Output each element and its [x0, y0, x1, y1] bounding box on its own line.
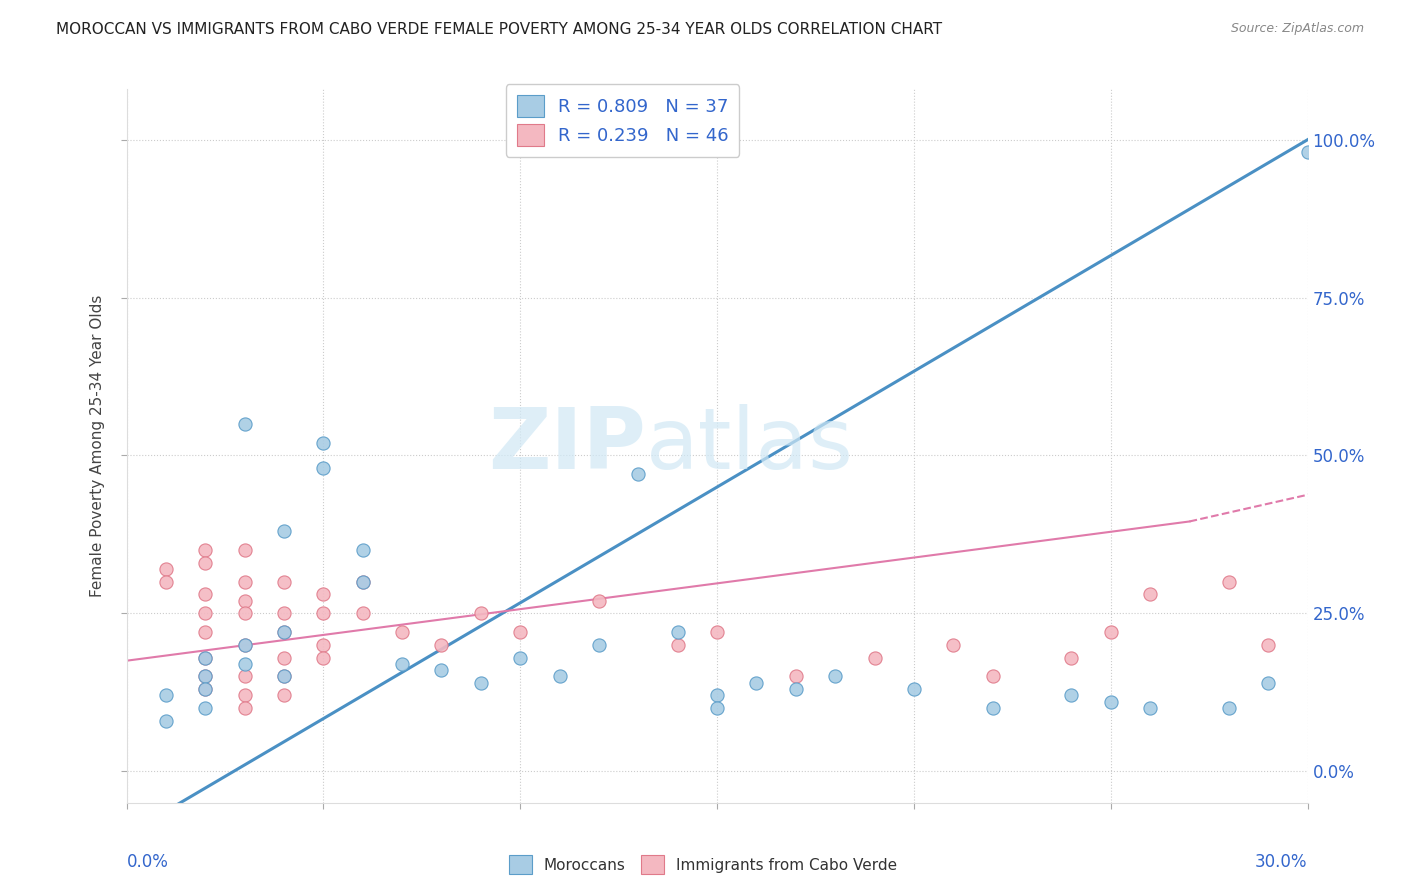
Point	[273, 524, 295, 539]
Point	[1296, 145, 1319, 160]
Point	[1218, 574, 1240, 589]
Point	[233, 638, 256, 652]
Point	[352, 574, 374, 589]
Point	[352, 543, 374, 558]
Point	[312, 587, 335, 601]
Point	[312, 607, 335, 621]
Point	[273, 669, 295, 683]
Point	[273, 689, 295, 703]
Point	[194, 669, 217, 683]
Point	[470, 675, 492, 690]
Point	[273, 574, 295, 589]
Point	[194, 607, 217, 621]
Point	[273, 669, 295, 683]
Point	[194, 543, 217, 558]
Point	[903, 682, 925, 697]
Point	[942, 638, 965, 652]
Point	[155, 689, 177, 703]
Point	[352, 574, 374, 589]
Point	[509, 625, 531, 640]
Point	[1139, 701, 1161, 715]
Point	[273, 625, 295, 640]
Text: atlas: atlas	[647, 404, 855, 488]
Point	[785, 669, 807, 683]
Text: 0.0%: 0.0%	[127, 853, 169, 871]
Point	[273, 650, 295, 665]
Point	[1060, 650, 1083, 665]
Point	[312, 435, 335, 450]
Point	[785, 682, 807, 697]
Point	[233, 607, 256, 621]
Text: MOROCCAN VS IMMIGRANTS FROM CABO VERDE FEMALE POVERTY AMONG 25-34 YEAR OLDS CORR: MOROCCAN VS IMMIGRANTS FROM CABO VERDE F…	[56, 22, 942, 37]
Point	[273, 625, 295, 640]
Point	[588, 593, 610, 607]
Point	[194, 650, 217, 665]
Point	[548, 669, 571, 683]
Legend: R = 0.809   N = 37, R = 0.239   N = 46: R = 0.809 N = 37, R = 0.239 N = 46	[506, 84, 740, 157]
Point	[194, 682, 217, 697]
Point	[1257, 675, 1279, 690]
Point	[155, 574, 177, 589]
Point	[155, 714, 177, 728]
Point	[352, 607, 374, 621]
Point	[706, 625, 728, 640]
Point	[233, 669, 256, 683]
Point	[312, 638, 335, 652]
Point	[194, 587, 217, 601]
Point	[824, 669, 846, 683]
Point	[194, 682, 217, 697]
Point	[745, 675, 768, 690]
Point	[233, 593, 256, 607]
Point	[706, 689, 728, 703]
Point	[430, 638, 453, 652]
Point	[981, 701, 1004, 715]
Point	[863, 650, 886, 665]
Point	[666, 638, 689, 652]
Point	[509, 650, 531, 665]
Point	[233, 657, 256, 671]
Point	[194, 650, 217, 665]
Text: Source: ZipAtlas.com: Source: ZipAtlas.com	[1230, 22, 1364, 36]
Point	[1060, 689, 1083, 703]
Point	[155, 562, 177, 576]
Point	[233, 574, 256, 589]
Point	[194, 556, 217, 570]
Point	[391, 657, 413, 671]
Text: ZIP: ZIP	[488, 404, 647, 488]
Legend: Moroccans, Immigrants from Cabo Verde: Moroccans, Immigrants from Cabo Verde	[502, 849, 904, 880]
Point	[470, 607, 492, 621]
Point	[1099, 695, 1122, 709]
Point	[1139, 587, 1161, 601]
Point	[1257, 638, 1279, 652]
Point	[194, 669, 217, 683]
Point	[588, 638, 610, 652]
Point	[1099, 625, 1122, 640]
Y-axis label: Female Poverty Among 25-34 Year Olds: Female Poverty Among 25-34 Year Olds	[90, 295, 105, 597]
Point	[1218, 701, 1240, 715]
Point	[233, 638, 256, 652]
Point	[233, 417, 256, 431]
Point	[194, 625, 217, 640]
Point	[627, 467, 650, 482]
Point	[312, 650, 335, 665]
Point	[430, 663, 453, 677]
Text: 30.0%: 30.0%	[1256, 853, 1308, 871]
Point	[981, 669, 1004, 683]
Point	[233, 543, 256, 558]
Point	[194, 701, 217, 715]
Point	[233, 701, 256, 715]
Point	[233, 689, 256, 703]
Point	[273, 607, 295, 621]
Point	[391, 625, 413, 640]
Point	[706, 701, 728, 715]
Point	[312, 461, 335, 475]
Point	[666, 625, 689, 640]
